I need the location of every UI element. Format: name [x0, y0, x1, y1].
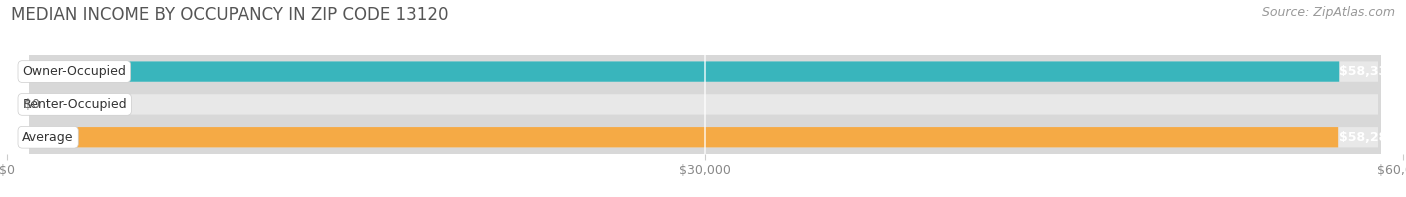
Text: $58,287: $58,287 — [1339, 131, 1396, 144]
Text: Renter-Occupied: Renter-Occupied — [22, 98, 127, 111]
Text: $58,333: $58,333 — [1340, 65, 1396, 78]
FancyBboxPatch shape — [30, 0, 1381, 197]
Text: MEDIAN INCOME BY OCCUPANCY IN ZIP CODE 13120: MEDIAN INCOME BY OCCUPANCY IN ZIP CODE 1… — [11, 6, 449, 24]
FancyBboxPatch shape — [32, 127, 1378, 147]
FancyBboxPatch shape — [30, 0, 1381, 197]
Text: Average: Average — [22, 131, 75, 144]
FancyBboxPatch shape — [32, 61, 1340, 82]
FancyBboxPatch shape — [32, 94, 1378, 115]
Text: Source: ZipAtlas.com: Source: ZipAtlas.com — [1261, 6, 1395, 19]
FancyBboxPatch shape — [32, 127, 1339, 147]
FancyBboxPatch shape — [32, 61, 1378, 82]
FancyBboxPatch shape — [30, 0, 1381, 197]
Text: $0: $0 — [24, 98, 39, 111]
Text: Owner-Occupied: Owner-Occupied — [22, 65, 127, 78]
